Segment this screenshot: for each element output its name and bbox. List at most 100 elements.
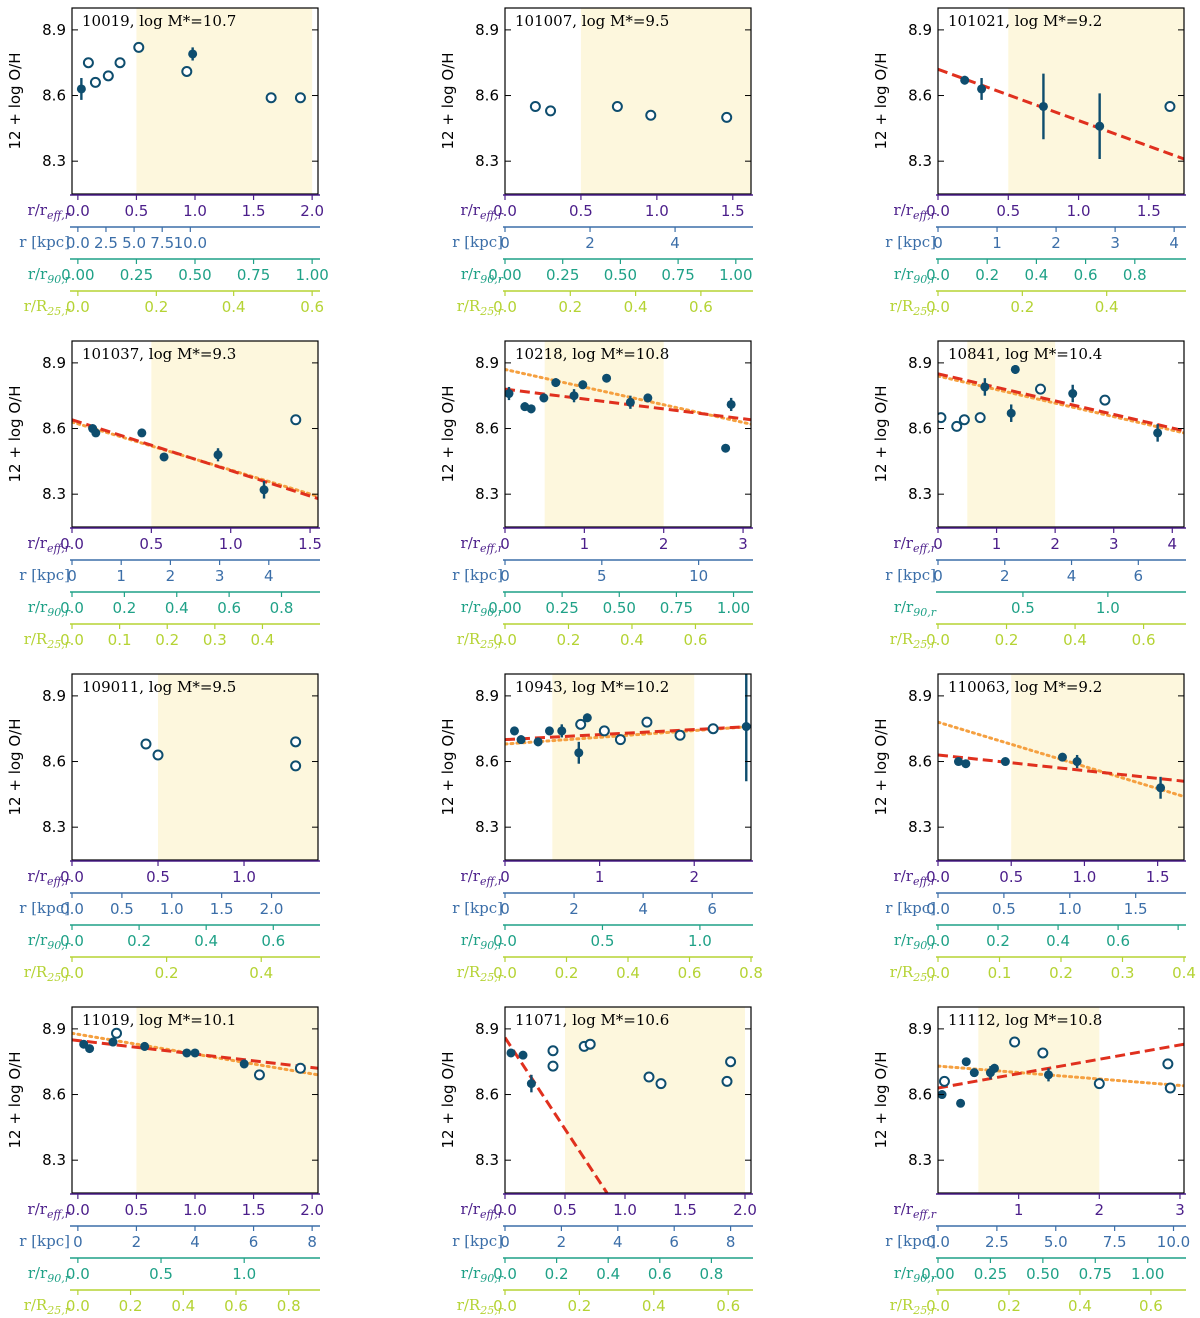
data-point-filled (741, 722, 751, 732)
data-point-filled (961, 759, 971, 769)
axis-r-90-label: r/r90,r (461, 265, 504, 286)
plot-frame (937, 340, 1185, 528)
panel-title: 11071, log M*=10.6 (515, 1011, 669, 1029)
axis-r-90-tick-label: 0.50 (1026, 1265, 1059, 1283)
data-point-open (265, 92, 277, 104)
axis-r-eff-label: r/reff,r (894, 201, 937, 222)
axis-r-25-tick-label: 0.3 (203, 631, 227, 649)
axis-r-90-tick-label: 0.0 (493, 1265, 517, 1283)
axis-r-eff-tick-label: 0.5 (999, 868, 1023, 886)
axis-r-eff-tick-label: 0.5 (124, 1201, 148, 1219)
axis-r-kpc-tick-label: 0.0 (60, 900, 84, 918)
axis-r-90-tick-label: 0.25 (974, 1265, 1007, 1283)
axis-r-eff-tick-label: 2.0 (733, 1201, 757, 1219)
fit-line-dashed (72, 418, 318, 500)
axis-r-25-tick-label: 0.6 (678, 964, 702, 982)
axis-r-kpc-tick-label: 2 (132, 1233, 142, 1251)
axis-r-eff-tick-label: 1.0 (183, 1201, 207, 1219)
panel-12: 8.3 8.6 8.9 12 + log O/H 11112, log M*=10.8 1… (872, 1006, 1190, 1317)
data-point-open (611, 100, 623, 112)
axis-r-eff-tick-label: 0.5 (996, 202, 1020, 220)
data-point-filled (533, 737, 543, 747)
data-point-open (1099, 394, 1111, 406)
axis-r-kpc-tick-label: 2 (166, 567, 176, 585)
axis-r-90-tick-label: 0.2 (545, 1265, 569, 1283)
axis-r-kpc-label: r [kpc] (885, 899, 936, 917)
axis-r-25-label: r/R25,r (457, 963, 504, 984)
y-tick-label: 8.9 (908, 687, 932, 705)
data-point-open (290, 736, 302, 748)
y-tick-label: 8.6 (908, 753, 932, 771)
data-point-filled (625, 397, 635, 407)
data-point-open (643, 1071, 655, 1083)
data-point-filled (1010, 364, 1020, 374)
axis-r-25-tick-label: 0.4 (616, 964, 640, 982)
axis-r-kpc-tick-label: 6 (249, 1233, 259, 1251)
y-axis-label: 12 + log O/H (6, 1052, 24, 1149)
data-point-filled (140, 1041, 150, 1051)
axis-r-90-tick-label: 0.00 (488, 599, 521, 617)
axis-r-kpc-label: r [kpc] (19, 1232, 70, 1250)
fit-line-dashed (938, 753, 1184, 783)
axis-r-90-tick-label: 0.8 (270, 599, 294, 617)
axis-r-eff-tick-label: 1.5 (242, 202, 266, 220)
axis-r-kpc-tick-label: 0.5 (110, 900, 134, 918)
axis-r-90-label: r/r90,r (28, 598, 71, 619)
axis-r-eff-tick-label: 2 (1095, 1201, 1105, 1219)
data-point-open (294, 1062, 306, 1074)
axis-r-90-tick-label: 0.00 (921, 1265, 954, 1283)
axis-r-kpc-tick-label: 5.0 (122, 234, 146, 252)
axis-r-90-tick-label: 0.0 (60, 599, 84, 617)
y-tick-label: 8.6 (908, 1086, 932, 1104)
data-point-open (721, 1075, 733, 1087)
axis-r-25-tick-label: 0.2 (144, 298, 168, 316)
axis-r-25-label: r/R25,r (890, 630, 937, 651)
axis-r-kpc-tick-label: 10 (689, 567, 708, 585)
y-tick-label: 8.6 (908, 87, 932, 105)
axis-r-25-tick-label: 0.4 (624, 298, 648, 316)
panel-5: 8.3 8.6 8.9 12 + log O/H 10218, log M*=10.8 0… (439, 340, 753, 651)
data-point-filled (516, 735, 526, 745)
axis-r-90-label: r/r90,r (461, 598, 504, 619)
plot-frame (937, 673, 1185, 861)
axis-r-kpc-tick-label: 1.0 (1058, 900, 1082, 918)
axis-r-kpc-tick-label: 2 (1051, 234, 1061, 252)
data-point-filled (557, 726, 567, 736)
axis-r-kpc-tick-label: 0 (933, 234, 943, 252)
axis-r-90-tick-label: 0.00 (488, 266, 521, 284)
y-tick-label: 8.9 (475, 354, 499, 372)
data-point-filled (1153, 428, 1163, 438)
data-point-filled (1006, 408, 1016, 418)
axis-r-kpc-tick-label: 6 (669, 1233, 679, 1251)
axis-r-25-label: r/R25,r (24, 297, 71, 318)
axis-r-90-tick-label: 0.4 (194, 932, 218, 950)
data-point-open (1164, 100, 1176, 112)
axis-r-kpc-tick-label: 4 (1169, 234, 1179, 252)
data-point-filled (188, 49, 198, 59)
axis-r-kpc-tick-label: 5.0 (1044, 1233, 1068, 1251)
y-tick-label: 8.9 (908, 354, 932, 372)
axis-r-eff-tick-label: 1.5 (721, 202, 745, 220)
data-point-filled (574, 748, 584, 758)
fit-line-dashed (505, 725, 751, 742)
axis-r-90-tick-label: 0.5 (149, 1265, 173, 1283)
data-point-filled (726, 399, 736, 409)
axis-r-25-tick-label: 0.4 (1172, 964, 1196, 982)
data-point-open (253, 1069, 265, 1081)
axis-r-90-tick-label: 0.4 (165, 599, 189, 617)
axis-r-25-tick-label: 0.2 (155, 964, 179, 982)
data-point-filled (259, 485, 269, 495)
panel-7: 8.3 8.6 8.9 12 + log O/H 109011, log M*=9.5 0… (6, 673, 320, 984)
axis-r-eff-label: r/reff,r (894, 534, 937, 555)
axis-r-90-tick-label: 0.0 (66, 1265, 90, 1283)
data-point-open (938, 1075, 950, 1087)
shaded-region (136, 1007, 318, 1193)
axis-r-90-label: r/r90,r (894, 265, 937, 286)
axis-r-25-tick-label: 0.0 (926, 631, 950, 649)
data-point-open (1037, 1047, 1049, 1059)
axis-r-25-tick-label: 0.4 (171, 1297, 195, 1315)
data-point-open (1035, 383, 1046, 395)
plot-frame (71, 7, 319, 195)
y-tick-label: 8.3 (42, 1151, 66, 1169)
y-axis-label: 12 + log O/H (439, 53, 457, 150)
